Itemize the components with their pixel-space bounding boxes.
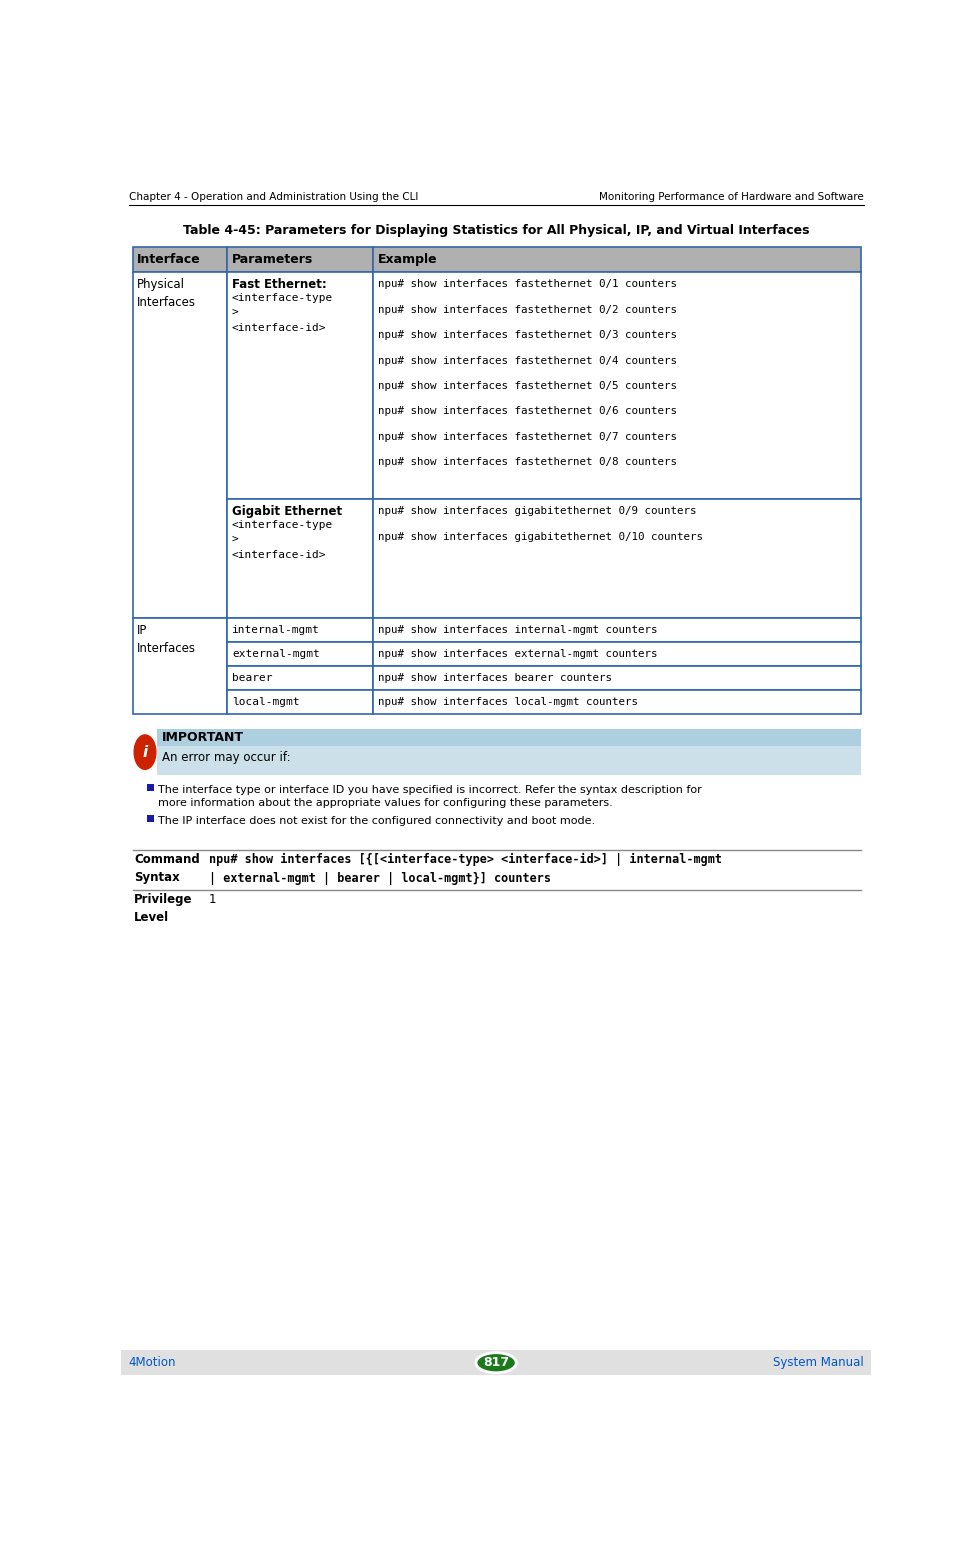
Text: <interface-type
>
<interface-id>: <interface-type > <interface-id> [232, 521, 333, 559]
Text: Parameters: Parameters [232, 253, 314, 266]
Text: npu# show interfaces fastethernet 0/7 counters: npu# show interfaces fastethernet 0/7 co… [378, 431, 677, 442]
Bar [373, 689, 862, 714]
Bar [227, 666, 373, 689]
Bar [373, 247, 862, 272]
Text: npu# show interfaces local-mgmt counters: npu# show interfaces local-mgmt counters [378, 697, 638, 706]
Bar [373, 643, 862, 666]
Text: Privilege
Level: Privilege Level [135, 893, 193, 924]
Bar [227, 618, 373, 643]
Text: npu# show interfaces fastethernet 0/8 counters: npu# show interfaces fastethernet 0/8 co… [378, 457, 677, 467]
Text: System Manual: System Manual [773, 1357, 863, 1369]
Bar [133, 618, 227, 714]
Text: <interface-type
>
<interface-id>: <interface-type > <interface-id> [232, 294, 333, 332]
Text: npu# show interfaces internal-mgmt counters: npu# show interfaces internal-mgmt count… [378, 626, 657, 635]
Text: Interface: Interface [137, 253, 201, 266]
Text: 1: 1 [208, 893, 216, 905]
Ellipse shape [476, 1353, 516, 1374]
Text: Command
Syntax: Command Syntax [135, 853, 200, 884]
Bar [146, 785, 154, 791]
Bar [121, 1350, 871, 1375]
Text: npu# show interfaces fastethernet 0/2 counters: npu# show interfaces fastethernet 0/2 co… [378, 304, 677, 315]
Text: An error may occur if:: An error may occur if: [162, 751, 290, 763]
Bar [373, 272, 862, 499]
Bar [227, 272, 373, 499]
Text: Example: Example [378, 253, 438, 266]
Text: npu# show interfaces gigabitethernet 0/10 counters: npu# show interfaces gigabitethernet 0/1… [378, 531, 703, 542]
Bar [133, 247, 227, 272]
Bar [158, 729, 862, 776]
Circle shape [135, 735, 156, 769]
Text: internal-mgmt: internal-mgmt [232, 626, 319, 635]
Text: i: i [142, 745, 148, 760]
Bar [146, 816, 154, 822]
Text: npu# show interfaces [{[<interface-type> <interface-id>] | internal-mgmt
| exter: npu# show interfaces [{[<interface-type>… [208, 853, 721, 885]
Text: npu# show interfaces fastethernet 0/5 counters: npu# show interfaces fastethernet 0/5 co… [378, 382, 677, 391]
Bar [373, 666, 862, 689]
Text: Table 4-45: Parameters for Displaying Statistics for All Physical, IP, and Virtu: Table 4-45: Parameters for Displaying St… [183, 224, 809, 236]
Text: npu# show interfaces external-mgmt counters: npu# show interfaces external-mgmt count… [378, 649, 657, 660]
Bar [373, 618, 862, 643]
Text: Monitoring Performance of Hardware and Software: Monitoring Performance of Hardware and S… [599, 192, 863, 201]
Bar [158, 729, 862, 746]
Text: Gigabit Ethernet: Gigabit Ethernet [232, 505, 342, 518]
Bar [227, 499, 373, 618]
Text: npu# show interfaces fastethernet 0/3 counters: npu# show interfaces fastethernet 0/3 co… [378, 331, 677, 340]
Bar [227, 643, 373, 666]
Text: The interface type or interface ID you have specified is incorrect. Refer the sy: The interface type or interface ID you h… [158, 785, 702, 808]
Bar [227, 689, 373, 714]
Text: npu# show interfaces bearer counters: npu# show interfaces bearer counters [378, 672, 612, 683]
Text: Fast Ethernet:: Fast Ethernet: [232, 278, 327, 290]
Text: npu# show interfaces gigabitethernet 0/9 counters: npu# show interfaces gigabitethernet 0/9… [378, 507, 696, 516]
Text: 4Motion: 4Motion [129, 1357, 176, 1369]
Text: npu# show interfaces fastethernet 0/1 counters: npu# show interfaces fastethernet 0/1 co… [378, 280, 677, 289]
Text: local-mgmt: local-mgmt [232, 697, 299, 706]
Text: The IP interface does not exist for the configured connectivity and boot mode.: The IP interface does not exist for the … [158, 816, 595, 827]
Bar [373, 499, 862, 618]
Bar [133, 272, 227, 618]
Text: bearer: bearer [232, 672, 272, 683]
Text: Chapter 4 - Operation and Administration Using the CLI: Chapter 4 - Operation and Administration… [129, 192, 418, 201]
Text: 817: 817 [483, 1357, 509, 1369]
Text: Physical
Interfaces: Physical Interfaces [137, 278, 197, 309]
Text: IMPORTANT: IMPORTANT [162, 731, 244, 745]
Text: external-mgmt: external-mgmt [232, 649, 319, 660]
Text: npu# show interfaces fastethernet 0/4 counters: npu# show interfaces fastethernet 0/4 co… [378, 355, 677, 366]
Text: npu# show interfaces fastethernet 0/6 counters: npu# show interfaces fastethernet 0/6 co… [378, 406, 677, 417]
Bar [227, 247, 373, 272]
Text: IP
Interfaces: IP Interfaces [137, 624, 197, 655]
